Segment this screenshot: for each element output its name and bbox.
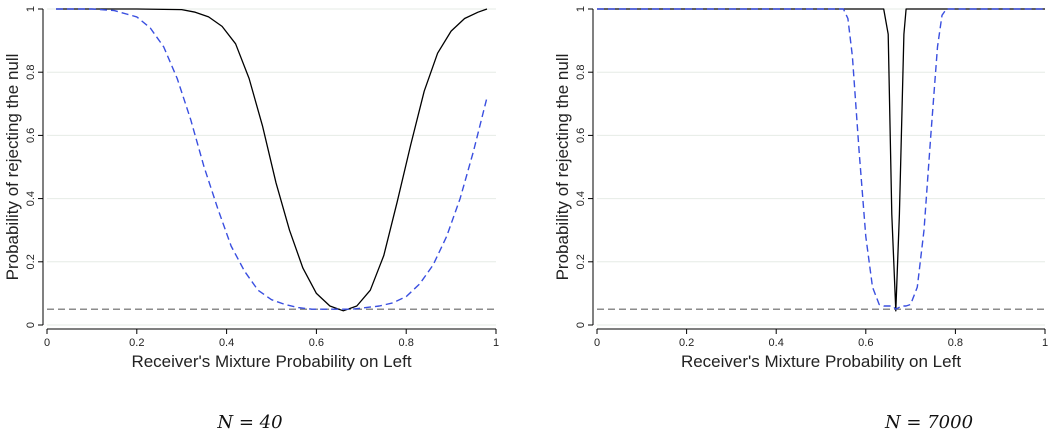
x-tick-label: 1 <box>493 337 499 349</box>
x-tick-label: 0 <box>44 337 50 349</box>
y-tick-label: 0.2 <box>575 254 587 269</box>
x-tick-label: 0.4 <box>769 337 784 349</box>
x-tick-label: 1 <box>1042 337 1048 349</box>
solid-series-line <box>597 8 1045 312</box>
y-tick-label: 0.8 <box>575 65 587 80</box>
dashed-series-line <box>56 8 488 310</box>
chart-panel-n7000: 0 0.2 0.4 0.6 0.8 1 0 0.2 0.4 0.6 0.8 1 Receiver's M… <box>553 6 1048 433</box>
y-tick-label: 0.4 <box>575 191 587 206</box>
x-tick-label: 0.4 <box>219 337 234 349</box>
y-axis-title: Probability of rejecting the null <box>553 54 572 281</box>
y-axis-title: Probability of rejecting the null <box>3 54 22 281</box>
dashed-series-line <box>597 8 1045 310</box>
y-tick-label: 0 <box>25 322 37 328</box>
x-tick-label: 0.2 <box>679 337 694 349</box>
x-tick-label: 0.6 <box>858 337 873 349</box>
y-tick-label: 0.2 <box>25 254 37 269</box>
x-axis-title: Receiver's Mixture Probability on Left <box>131 352 411 371</box>
x-tick-label: 0.8 <box>948 337 963 349</box>
x-tick-label: 0.8 <box>399 337 414 349</box>
chart-panel-n40: 0 0.2 0.4 0.6 0.8 1 0 0.2 0.4 0.6 0.8 1 Receiver's M… <box>3 6 499 433</box>
y-tick-label: 1 <box>25 6 37 12</box>
y-tick-label: 0.8 <box>25 65 37 80</box>
y-tick-label: 0.6 <box>575 128 587 143</box>
x-tick-label: 0.6 <box>309 337 324 349</box>
panel-caption: N = 7000 <box>884 412 973 433</box>
x-tick-label: 0 <box>594 337 600 349</box>
y-tick-label: 1 <box>575 6 587 12</box>
y-tick-label: 0.6 <box>25 128 37 143</box>
solid-series-line <box>56 8 488 312</box>
x-axis-title: Receiver's Mixture Probability on Left <box>681 352 961 371</box>
x-tick-label: 0.2 <box>129 337 144 349</box>
y-tick-label: 0.4 <box>25 191 37 206</box>
y-tick-label: 0 <box>575 322 587 328</box>
panel-caption: N = 40 <box>216 412 282 433</box>
